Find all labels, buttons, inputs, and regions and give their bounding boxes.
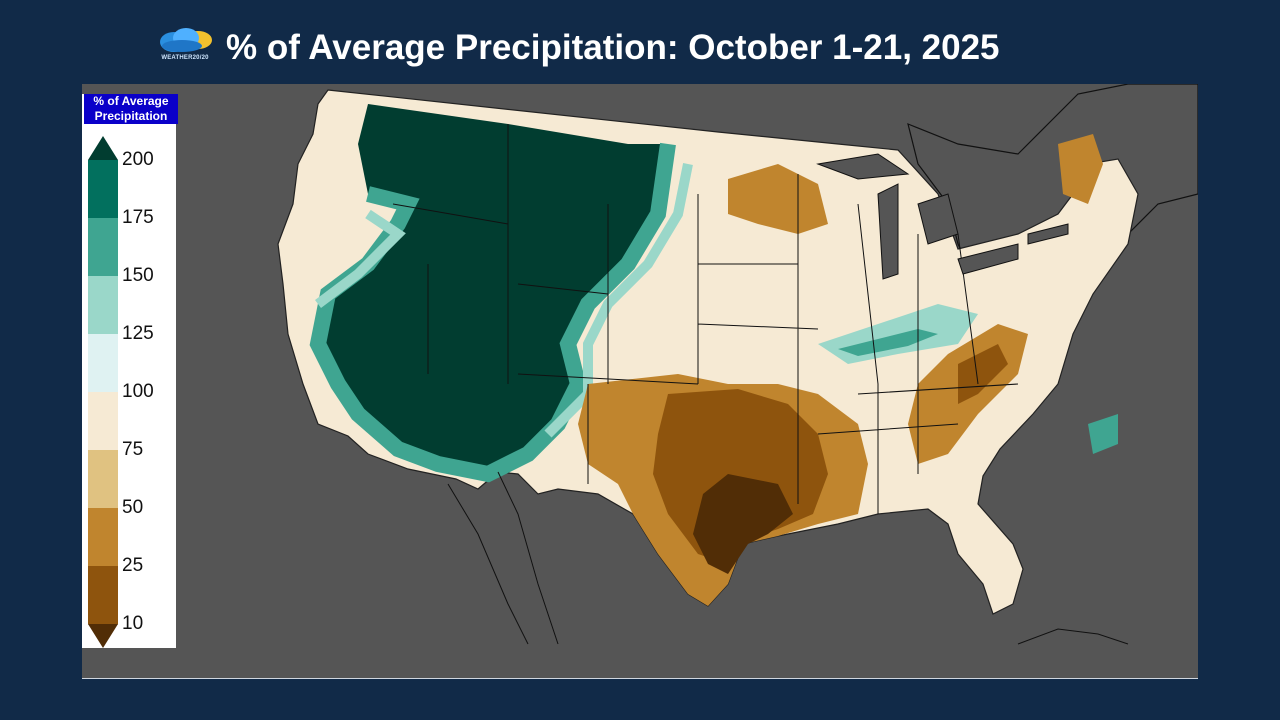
legend-title-line2: Precipitation: [94, 109, 168, 123]
state-boundaries: [392, 124, 1019, 514]
legend-tick-label: 50: [122, 497, 144, 518]
legend-tick-label: 175: [122, 207, 154, 228]
colorbar-bin: [88, 566, 118, 625]
colorbar-bin: [88, 160, 118, 219]
header: WEATHER20/20 % of Average Precipitation:…: [0, 0, 1280, 84]
legend-tick-label: 75: [122, 439, 144, 460]
maine-dry: [1058, 134, 1103, 204]
map-panel: % of Average Precipitation 200 175 150 125 1…: [82, 84, 1198, 679]
legend-title-line1: % of Average: [93, 94, 169, 108]
color-legend: % of Average Precipitation 200 175 150 125 1…: [82, 94, 178, 648]
legend-tick-label: 25: [122, 555, 144, 576]
colorbar: [88, 136, 118, 648]
colorbar-bin: [88, 334, 118, 393]
colorbar-bin: [88, 508, 118, 567]
legend-tick-label: 10: [122, 613, 144, 634]
precipitation-map: [277, 84, 1198, 645]
colorbar-bin: [88, 276, 118, 335]
legend-title: % of Average Precipitation: [84, 94, 178, 124]
legend-tick-label: 100: [122, 381, 154, 402]
appalachian-dry: [958, 344, 1008, 404]
colorbar-under-arrow: [88, 624, 118, 648]
legend-tick-label: 200: [122, 149, 154, 170]
logo-text: WEATHER20/20: [161, 55, 209, 61]
baja-outline: [447, 471, 559, 645]
wisconsin-dry: [728, 164, 828, 234]
legend-tick-label: 150: [122, 265, 154, 286]
colorbar-bin: [88, 218, 118, 277]
texas-dry-under-10: [693, 474, 793, 574]
great-lakes: [816, 153, 1069, 280]
colorbar-bin: [88, 450, 118, 509]
page-title: % of Average Precipitation: October 1-21…: [226, 28, 1000, 67]
colorbar-over-arrow: [88, 136, 118, 160]
colorbar-bin: [88, 392, 118, 451]
cuba-outline: [1017, 628, 1129, 645]
ohio-valley-core: [838, 329, 938, 356]
weather2020-logo: WEATHER20/20: [152, 26, 218, 66]
carolina-coast-wet: [1088, 414, 1118, 454]
legend-tick-label: 125: [122, 323, 154, 344]
